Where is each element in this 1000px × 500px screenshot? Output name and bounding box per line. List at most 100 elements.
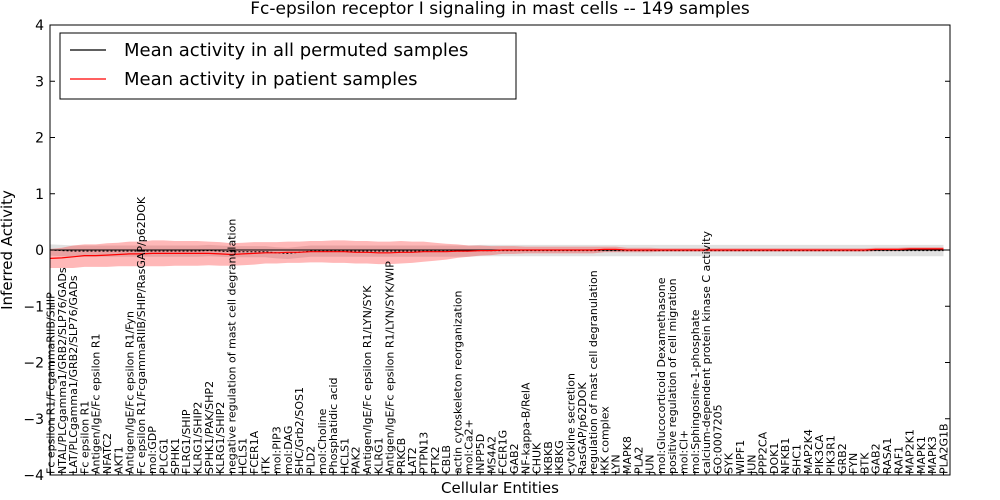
band-permuted: [50, 244, 944, 259]
x-tick-label: GRB2: [836, 443, 849, 474]
x-tick-label: FLRG1/SHIP: [180, 409, 193, 474]
x-tick-label: Fc epsilon R1/FcgammaRIIB/SHIP/RasGAP/p6…: [135, 196, 148, 474]
x-tick-label: WIPF1: [734, 440, 747, 474]
x-tick-label: PLCG1: [158, 438, 171, 474]
x-tick-label: KLRG1/SHIP2: [214, 402, 227, 474]
y-tick-label: 3: [35, 74, 44, 90]
y-tick-label: −2: [23, 356, 44, 372]
x-tick-label: PIK3R1: [825, 435, 838, 474]
x-tick-label: Fc epsilon R1/FcgammaRIIB/SHIP: [45, 292, 58, 474]
x-tick-label: mol:PIP3: [271, 426, 284, 474]
x-tick-label: cytokine secretion: [565, 373, 578, 474]
y-tick-label: 1: [35, 187, 44, 203]
x-tick-label: PAK2: [350, 446, 363, 474]
x-tick-label: Antigen/IgE/Fc epsilon R1/LYN/SYK: [361, 285, 374, 474]
x-tick-label: mol:Choline: [316, 408, 329, 474]
x-tick-label: NFATC2: [101, 433, 114, 474]
x-tick-label: LYN: [610, 454, 623, 474]
y-tick-label: −3: [23, 412, 44, 428]
x-tick-label: PTK2: [429, 446, 442, 474]
x-tick-label: MAPK1: [915, 436, 928, 474]
x-tick-label: DOK1: [768, 443, 781, 474]
band-patient: [50, 240, 944, 268]
x-tick-label: GAB2: [508, 443, 521, 474]
x-tick-label: SHC1: [791, 444, 804, 474]
x-tick-label: SYK: [723, 452, 736, 474]
x-tick-label: PPP2CA: [757, 431, 770, 474]
x-tick-label: mol:DAG: [282, 426, 295, 474]
x-tick-label: LAT/PLCgamma1/GRB2/SLP76/GADs: [67, 275, 80, 474]
y-axis: 4 3 2 1 0 −1 −2 −3 −4: [23, 18, 950, 484]
y-tick-label: 0: [35, 243, 44, 259]
x-tick-label: PLD2: [305, 446, 318, 474]
x-tick-label: NF-kappa-B/RelA: [519, 382, 532, 474]
x-tick-label: IKK complex: [598, 406, 611, 474]
x-tick-label: INPP5D: [474, 434, 487, 474]
y-tick-label: −4: [23, 468, 44, 484]
x-tick-label: GO:0007205: [711, 404, 724, 474]
x-tick-label: PLA2G1B: [938, 423, 951, 474]
x-tick-label: Antigen/IgE/Fc epsilon R1/Fyn: [124, 311, 137, 474]
x-tick-label: mol:Glucocorticoid Dexamethasone: [655, 277, 668, 474]
legend-label: Mean activity in patient samples: [124, 69, 418, 90]
x-axis-label: Cellular Entities: [441, 479, 559, 497]
x-axis: Fc epsilon R1/FcgammaRIIB/SHIPNTAL/PLCga…: [45, 196, 951, 475]
x-tick-label: NFKB1: [779, 438, 792, 474]
x-tick-label: KLRG1/SHIP2: [191, 402, 204, 474]
x-tick-label: actin cytoskeleton reorganization: [451, 290, 464, 474]
series-line-patient: [50, 248, 944, 259]
x-tick-label: JUN: [644, 454, 657, 475]
x-tick-label: PTPN13: [418, 432, 431, 474]
x-tick-label: MAPK3: [926, 436, 939, 474]
x-tick-label: HCLS1: [338, 438, 351, 474]
legend: Mean activity in all permuted samples Mea…: [59, 32, 517, 100]
x-tick-label: negative regulation of mast cell degranu…: [225, 219, 238, 474]
x-tick-label: FCER1G: [497, 430, 510, 474]
x-tick-label: AKT1: [112, 446, 125, 474]
x-tick-label: IKBKG: [553, 440, 566, 474]
x-tick-label: CBLB: [440, 445, 453, 474]
x-tick-label: MS4A2: [485, 436, 498, 474]
x-tick-label: MAP2K1: [904, 429, 917, 474]
x-tick-label: mol:GDP: [146, 426, 159, 474]
y-tick-label: 2: [35, 131, 44, 147]
x-tick-label: MAPK8: [621, 436, 634, 474]
x-tick-label: mol:Sphingosine-1-phosphate: [689, 309, 702, 474]
x-tick-label: PIK3CA: [813, 434, 826, 474]
x-tick-label: Phosphatidic acid: [327, 377, 340, 474]
y-axis-label: Inferred Activity: [0, 190, 16, 310]
legend-label: Mean activity in all permuted samples: [124, 40, 468, 61]
x-tick-label: positive regulation of cell migration: [666, 278, 679, 474]
x-tick-label: Antigen/IgE/Fc epsilon R1/LYN/SYK/WIP: [384, 261, 397, 474]
x-tick-label: NTAL/PLCgamma1/GRB2/SLP76/GADs: [56, 267, 69, 474]
x-tick-label: MAP2K4: [802, 429, 815, 474]
x-tick-label: HCLS1: [237, 438, 250, 474]
y-tick-label: 4: [35, 18, 44, 34]
x-tick-label: RasGAP/p62DOK: [576, 382, 589, 474]
x-tick-label: SPHK1/PAK/SHP2: [203, 381, 216, 474]
legend-box: [59, 32, 517, 100]
x-tick-label: LAT2: [406, 447, 419, 474]
chart-title: Fc-epsilon receptor I signaling in mast …: [250, 0, 750, 19]
x-tick-label: RASA1: [881, 438, 894, 474]
x-tick-label: regulation of mast cell degranulation: [587, 270, 600, 474]
x-tick-label: SPHK1: [169, 438, 182, 474]
x-tick-label: Fc epsilon R1: [78, 401, 91, 474]
x-tick-label: Antigen/IgE/Fc epsilon R1: [90, 334, 103, 474]
x-tick-label: mol:Ca2+: [463, 419, 476, 474]
x-tick-label: FCER1A: [248, 430, 261, 474]
y-tick-label: −1: [23, 299, 44, 315]
x-tick-label: mol:Cl+: [678, 430, 691, 474]
x-tick-label: calcium-dependent protein kinase C activ…: [700, 230, 713, 474]
x-tick-label: GAB2: [870, 443, 883, 474]
x-tick-label: CHUK: [531, 442, 544, 474]
x-tick-label: PRKCB: [395, 438, 408, 474]
x-tick-label: PLA2: [632, 446, 645, 474]
x-tick-label: RAF1: [892, 446, 905, 474]
x-tick-label: BTK: [858, 452, 871, 474]
x-tick-label: SHC/Grb2/SOS1: [293, 387, 306, 474]
x-tick-label: FYN: [847, 453, 860, 474]
x-tick-label: KLRG1: [372, 437, 385, 474]
x-tick-label: JUN: [745, 454, 758, 475]
